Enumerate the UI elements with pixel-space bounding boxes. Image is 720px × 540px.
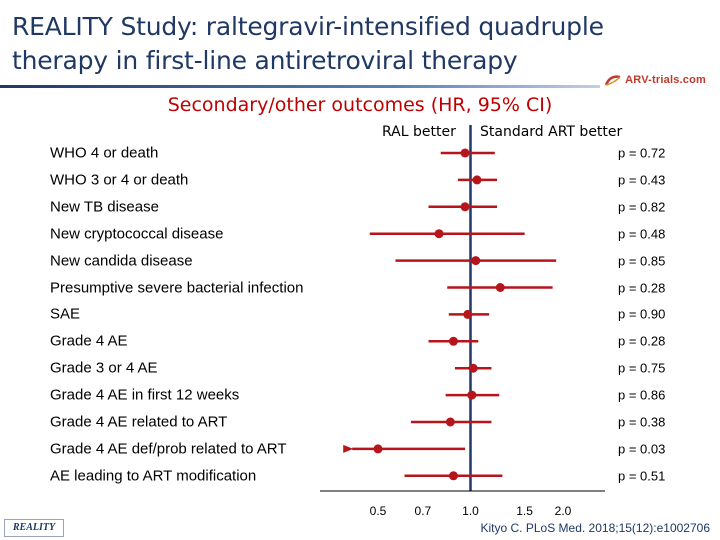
reality-badge: REALITY <box>4 519 64 537</box>
ribbon-icon <box>604 75 621 86</box>
p-value: p = 0.85 <box>618 253 666 269</box>
direction-label-right: Standard ART better <box>480 124 623 140</box>
outcome-label: WHO 3 or 4 or death <box>50 171 189 189</box>
p-value: p = 0.72 <box>618 145 666 161</box>
p-value: p = 0.43 <box>618 172 666 188</box>
hr-point <box>445 417 455 427</box>
hr-point <box>472 175 482 185</box>
outcome-label: New TB disease <box>50 198 159 216</box>
x-tick-label: 0.7 <box>415 504 432 518</box>
x-tick-label: 0.5 <box>370 504 387 518</box>
outcome-label: Grade 4 AE in first 12 weeks <box>50 386 240 404</box>
outcome-label: WHO 4 or death <box>50 144 159 162</box>
hr-point <box>460 202 470 212</box>
hr-point <box>467 390 477 400</box>
x-tick-label: 2.0 <box>555 504 572 518</box>
p-value: p = 0.38 <box>618 414 666 430</box>
logo-text: ARV-trials.com <box>625 74 706 86</box>
hr-point <box>471 256 481 266</box>
direction-label-left: RAL better <box>382 124 456 140</box>
hr-point <box>460 148 470 158</box>
chart-subtitle: Secondary/other outcomes (HR, 95% CI) <box>167 94 553 116</box>
outcome-label: Grade 4 AE <box>50 332 128 350</box>
p-value: p = 0.28 <box>618 280 666 295</box>
p-value: p = 0.90 <box>618 306 666 322</box>
hr-point <box>468 363 478 373</box>
hr-point <box>448 336 458 346</box>
arv-trials-logo: ARV-trials.com <box>600 70 706 90</box>
outcome-label: New cryptococcal disease <box>50 225 224 243</box>
outcome-label: Presumptive severe bacterial infection <box>50 279 304 296</box>
p-value: p = 0.82 <box>618 199 666 215</box>
hr-point <box>463 309 473 319</box>
p-value: p = 0.51 <box>618 468 666 484</box>
title-divider <box>0 85 720 88</box>
outcome-label: Grade 4 AE related to ART <box>50 413 228 431</box>
p-value: p = 0.75 <box>618 360 666 376</box>
citation: Kityo C. PLoS Med. 2018;15(12):e1002706 <box>480 521 711 535</box>
outcome-label: New candida disease <box>50 252 193 270</box>
outcome-label: Grade 3 or 4 AE <box>50 359 158 377</box>
outcome-label: SAE <box>50 305 81 323</box>
outcome-label: AE leading to ART modification <box>50 467 257 485</box>
p-value: p = 0.86 <box>618 387 666 403</box>
hr-point <box>495 283 505 292</box>
hr-point <box>434 229 444 239</box>
outcome-label: Grade 4 AE def/prob related to ART <box>50 440 287 458</box>
slide-title: REALITY Study: raltegravir-intensified q… <box>12 12 604 75</box>
p-value: p = 0.48 <box>618 226 666 242</box>
x-tick-label: 1.5 <box>516 504 533 518</box>
hr-point <box>373 444 383 454</box>
hr-point <box>448 471 458 481</box>
x-tick-label: 1.0 <box>462 504 479 518</box>
p-value: p = 0.28 <box>618 333 666 349</box>
p-value: p = 0.03 <box>618 441 666 457</box>
